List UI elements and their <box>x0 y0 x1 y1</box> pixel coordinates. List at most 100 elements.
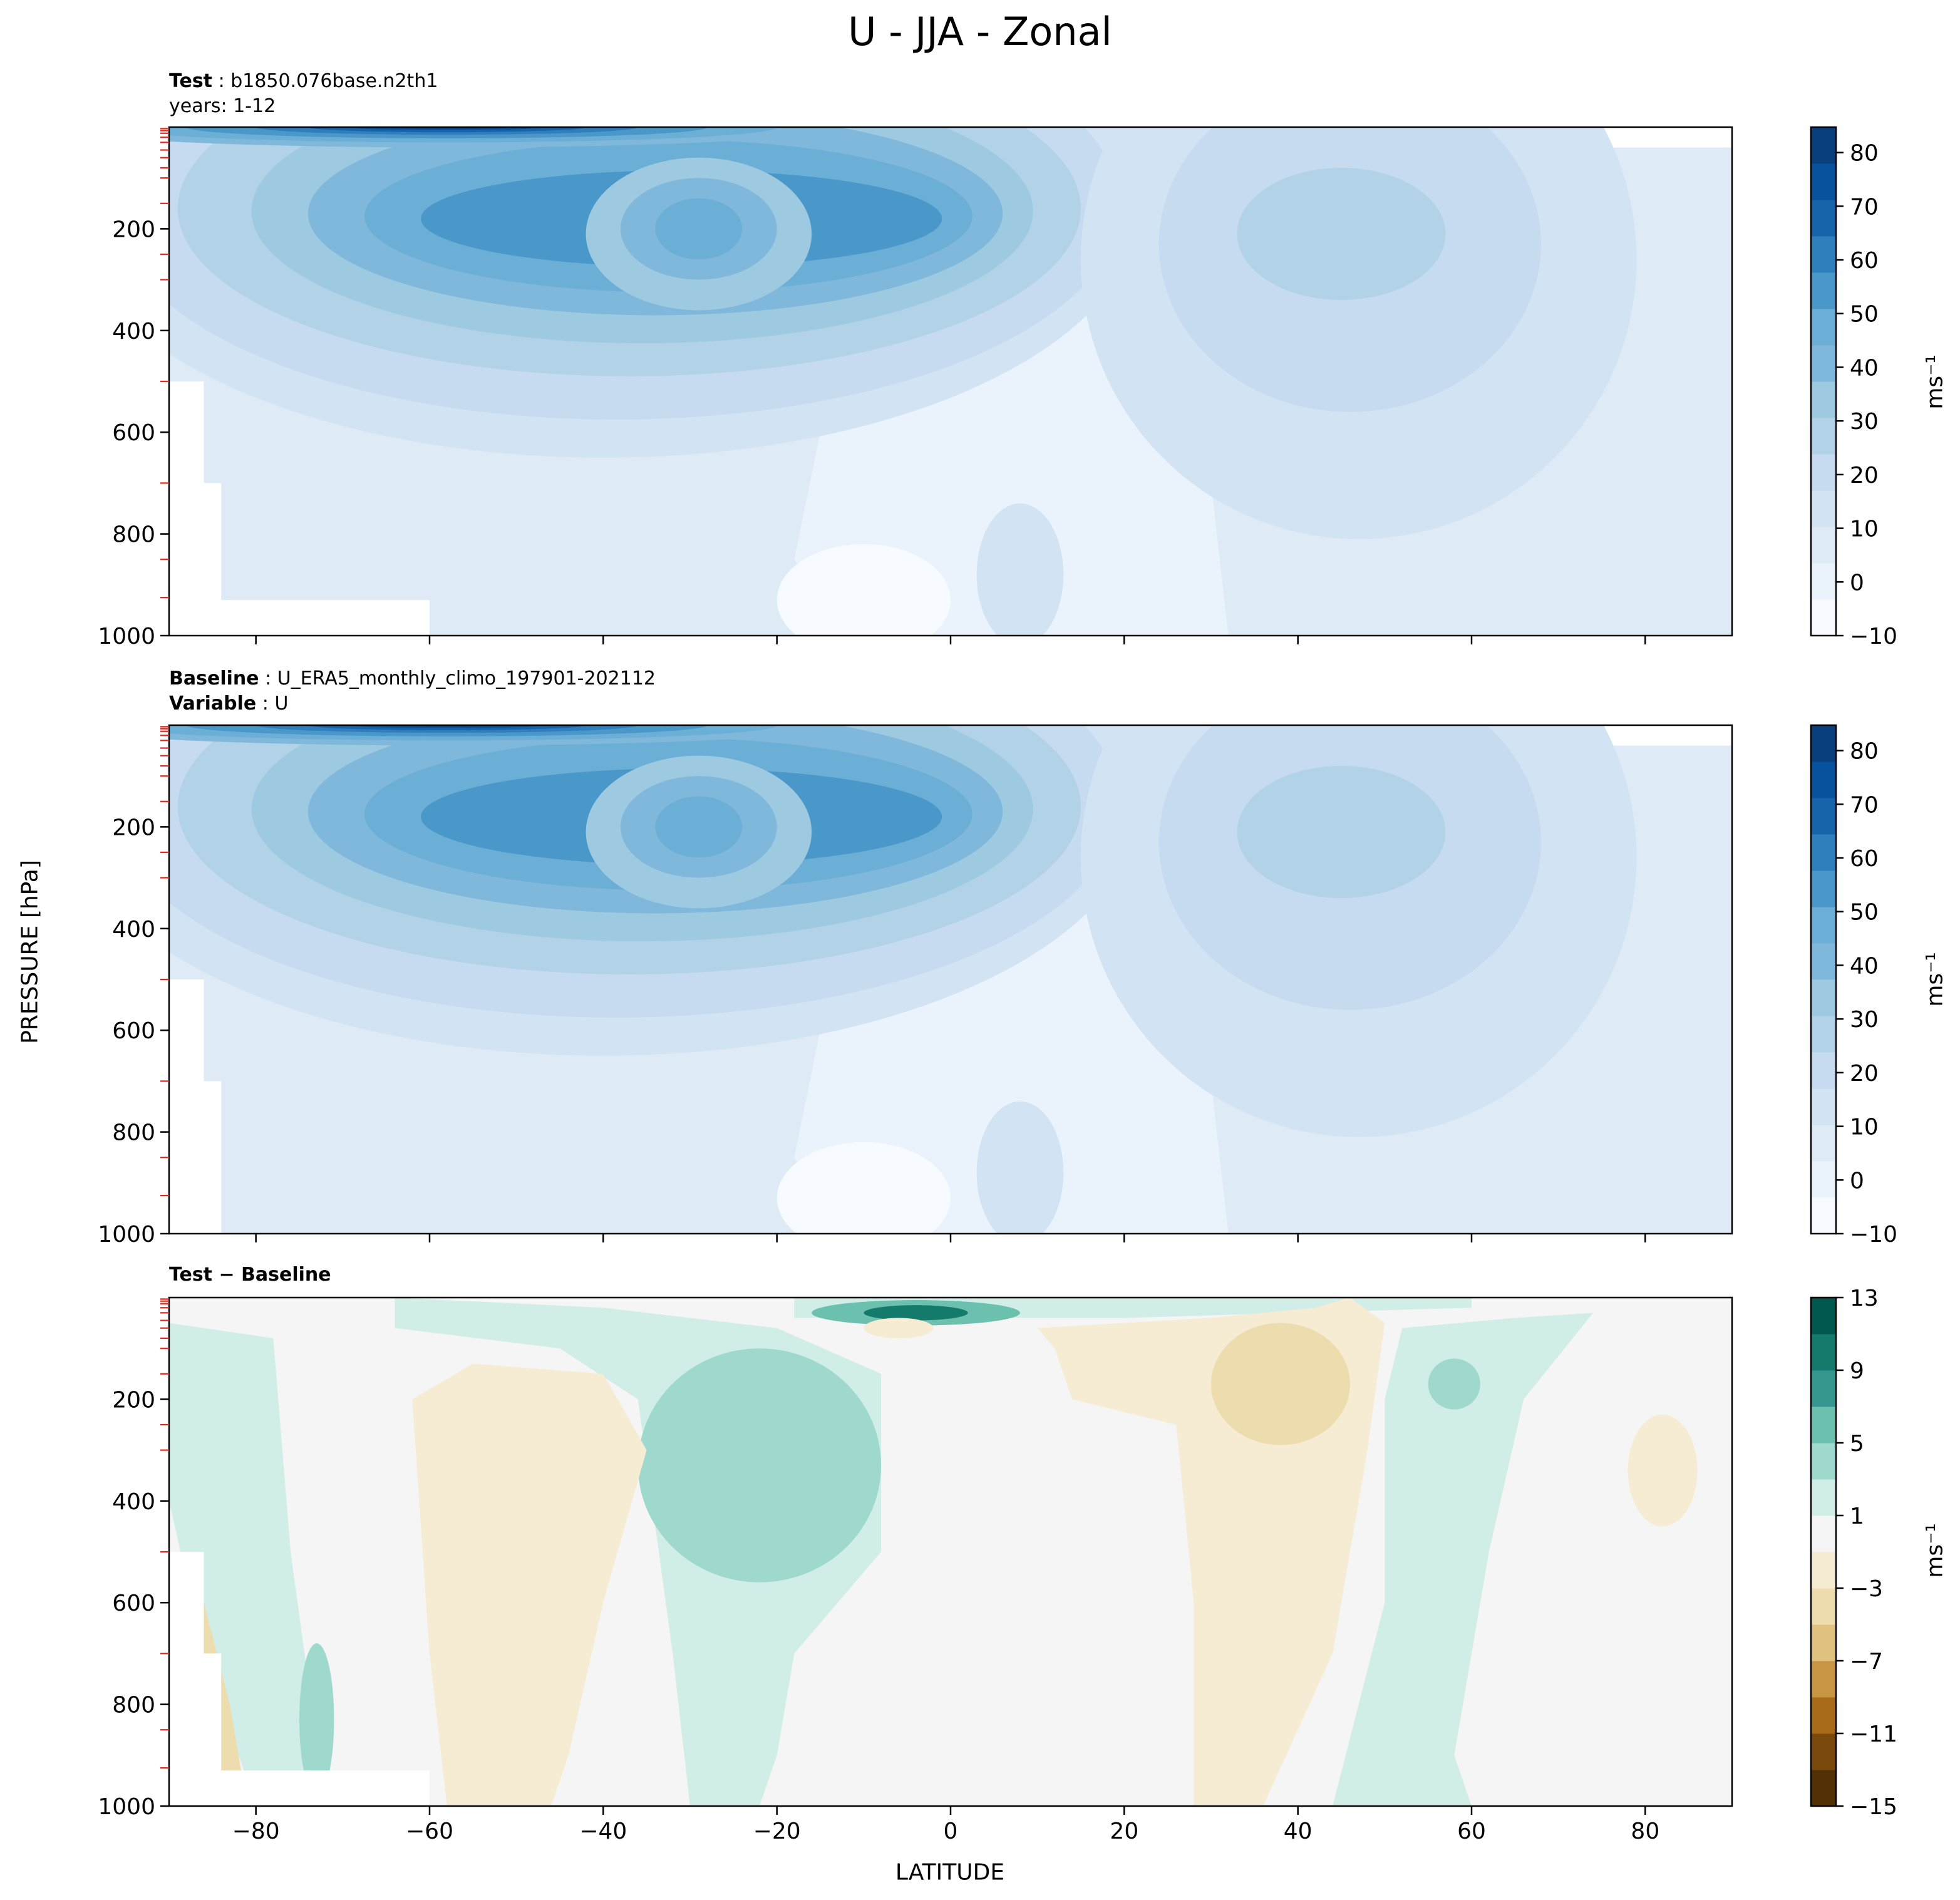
x-tick-label: 80 <box>1631 1819 1659 1844</box>
colorbar-tick-label: 10 <box>1850 517 1879 542</box>
colorbar-2: 80 70 60 50 40 30 20 10 0 −10 <box>1810 724 1897 1247</box>
y-tick-label: 800 <box>112 522 155 548</box>
colorbar-tick-label: 13 <box>1850 1286 1879 1311</box>
colorbar-segment <box>1811 563 1836 600</box>
colorbar-tick-label: 70 <box>1850 792 1879 818</box>
x-tick-label: 20 <box>1110 1819 1138 1844</box>
colorbar-segment <box>1811 599 1836 636</box>
y-tick-label: 400 <box>112 917 155 942</box>
colorbar-segment <box>1811 345 1836 382</box>
colorbar-segment <box>1811 1088 1836 1125</box>
colorbar-tick-label: 20 <box>1850 1061 1879 1087</box>
y-tick-label: 800 <box>112 1693 155 1718</box>
y-tick-label: 1000 <box>98 624 155 649</box>
colorbar-tick-label: 40 <box>1850 953 1879 979</box>
axes-1: 200 400 600 800 1000 <box>98 126 1733 649</box>
colorbar-tick-label: 80 <box>1850 739 1879 765</box>
colorbar-tick-label: 0 <box>1850 570 1864 596</box>
surface-weak-patch <box>776 1142 951 1234</box>
colorbar-segment <box>1811 1733 1836 1770</box>
contour-field-3 <box>169 1298 1732 1806</box>
contour-field-1 <box>169 127 1732 636</box>
colorbar-tick-label: −10 <box>1850 1222 1897 1247</box>
topography-mask <box>204 483 222 636</box>
colorbar-segment <box>1811 834 1836 871</box>
y-tick-label: 1000 <box>98 1794 155 1820</box>
colorbar-segment <box>1811 1125 1836 1162</box>
x-tick-label: −20 <box>753 1819 801 1844</box>
positive-maximum <box>1428 1358 1480 1410</box>
colorbar-segment <box>1811 309 1836 346</box>
colorbar-segment <box>1811 1624 1836 1661</box>
colorbar-segment <box>1811 1661 1836 1698</box>
topography-mask <box>169 1552 204 1806</box>
colorbar-1: 80 70 60 50 40 30 20 10 0 −10 <box>1810 126 1897 649</box>
low-level-patch <box>976 1101 1064 1234</box>
colorbar-tick-label: 20 <box>1850 463 1879 488</box>
colorbar-tick-label: 70 <box>1850 194 1879 220</box>
topography-mask <box>204 1081 222 1234</box>
colorbar-tick-label: 1 <box>1850 1504 1864 1529</box>
colorbar-segment <box>1811 943 1836 980</box>
nh-jet-core <box>1237 167 1446 301</box>
colorbar-segment <box>1811 798 1836 835</box>
colorbar-tick-label: −3 <box>1850 1576 1883 1602</box>
colorbar-segment <box>1811 762 1836 798</box>
colorbar-segment <box>1811 1407 1836 1443</box>
colorbar-segment <box>1811 1770 1836 1807</box>
colorbar-segment <box>1811 870 1836 907</box>
nh-jet-core <box>1237 765 1446 899</box>
colorbar-segment <box>1811 1161 1836 1198</box>
colorbar-segment <box>1811 1588 1836 1625</box>
colorbar-tick-label: 40 <box>1850 355 1879 381</box>
colorbar-segment <box>1811 1298 1836 1335</box>
y-tick-label: 200 <box>112 815 155 840</box>
x-tick-label: 40 <box>1284 1819 1313 1844</box>
x-axis-label: LATITUDE <box>895 1859 1005 1886</box>
x-tick-label: −80 <box>232 1819 280 1844</box>
colorbar-tick-label: 30 <box>1850 1007 1879 1033</box>
negative-maximum <box>1211 1323 1350 1445</box>
panel-1-title: Test : b1850.076base.n2th1 years: 1-12 <box>169 70 438 117</box>
positive-maximum <box>637 1348 882 1582</box>
figure-title: U - JJA - Zonal <box>848 9 1112 54</box>
contour-field-2 <box>169 725 1732 1234</box>
positive-band <box>1333 1313 1594 1806</box>
panel-2-title: Baseline : U_ERA5_monthly_climo_197901-2… <box>169 668 656 715</box>
colorbar-segment <box>1811 979 1836 1016</box>
topography-mask <box>169 381 204 636</box>
colorbar-segment <box>1811 454 1836 491</box>
axes-2: 200 400 600 800 1000 <box>98 724 1733 1247</box>
colorbar-tick-label: 30 <box>1850 409 1879 435</box>
colorbar-tick-label: 50 <box>1850 900 1879 926</box>
colorbar-segment <box>1811 725 1836 762</box>
colorbar-segment <box>1811 1697 1836 1734</box>
colorbar-segment <box>1811 200 1836 237</box>
y-tick-label: 200 <box>112 1387 155 1413</box>
negative-patch <box>1627 1414 1698 1527</box>
colorbar-segment <box>1811 236 1836 273</box>
colorbar-segment <box>1811 1479 1836 1516</box>
colorbar-segment <box>1811 272 1836 309</box>
colorbar-segment <box>1811 127 1836 164</box>
colorbar-tick-label: −7 <box>1850 1649 1883 1675</box>
colorbar-segment <box>1811 1370 1836 1407</box>
colorbar-tick-label: 5 <box>1850 1431 1864 1457</box>
colorbar-segment <box>1811 1334 1836 1371</box>
colorbar-tick-label: 80 <box>1850 141 1879 167</box>
surface-weak-patch <box>776 544 951 636</box>
axes-3: 200 400 600 800 1000 −80 −60 −40 −20 0 20 40 60 80 <box>98 1296 1733 1844</box>
colorbar-tick-label: 10 <box>1850 1115 1879 1140</box>
colorbar-segment <box>1811 1515 1836 1552</box>
y-tick-label: 600 <box>112 1018 155 1044</box>
colorbar-frame <box>1810 724 1837 1235</box>
positive-band <box>169 1323 326 1806</box>
colorbar-segment <box>1811 1052 1836 1089</box>
colorbar-segment <box>1811 490 1836 527</box>
x-tick-label: −40 <box>579 1819 627 1844</box>
colorbar-tick-label: −15 <box>1850 1794 1897 1820</box>
colorbar-tick-label: 9 <box>1850 1358 1864 1384</box>
colorbar-segment <box>1811 527 1836 564</box>
x-tick-label: −60 <box>406 1819 453 1844</box>
